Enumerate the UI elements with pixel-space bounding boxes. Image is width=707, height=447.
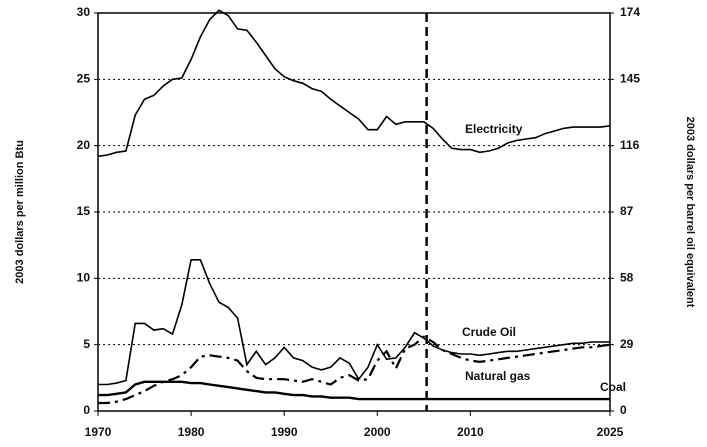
series-label: Natural gas bbox=[465, 369, 531, 383]
y-tick-label: 0 bbox=[83, 403, 90, 417]
series-label: Coal bbox=[600, 380, 626, 394]
y2-tick-label: 145 bbox=[620, 72, 640, 86]
y2-axis-label: 2003 dollars per barrel oil equivalent bbox=[684, 117, 696, 308]
x-tick-label: 2025 bbox=[597, 425, 624, 439]
y2-tick-label: 58 bbox=[620, 271, 634, 285]
x-tick-label: 2000 bbox=[364, 425, 391, 439]
x-tick-label: 1970 bbox=[85, 425, 112, 439]
y2-tick-label: 116 bbox=[620, 138, 640, 152]
y2-tick-label: 87 bbox=[620, 204, 634, 218]
y-tick-label: 25 bbox=[77, 72, 91, 86]
y2-tick-label: 29 bbox=[620, 337, 634, 351]
y-axis-label: 2003 dollars per million Btu bbox=[14, 140, 26, 284]
y-tick-label: 20 bbox=[77, 138, 91, 152]
y2-tick-label: 0 bbox=[620, 403, 627, 417]
series-line bbox=[97, 9, 611, 158]
series-line bbox=[98, 335, 611, 405]
y-tick-label: 30 bbox=[77, 5, 91, 19]
series-label: Electricity bbox=[465, 122, 523, 136]
plot-frame bbox=[97, 12, 611, 412]
y-tick-label: 15 bbox=[77, 204, 91, 218]
x-tick-label: 1990 bbox=[271, 425, 298, 439]
x-tick-label: 2010 bbox=[457, 425, 484, 439]
x-tick-label: 1980 bbox=[178, 425, 205, 439]
y-tick-label: 5 bbox=[83, 337, 90, 351]
series-line bbox=[98, 380, 610, 401]
y-tick-label: 10 bbox=[77, 271, 91, 285]
y2-tick-label: 174 bbox=[620, 5, 640, 19]
series-line bbox=[98, 259, 610, 386]
series-label: Crude Oil bbox=[462, 325, 516, 339]
